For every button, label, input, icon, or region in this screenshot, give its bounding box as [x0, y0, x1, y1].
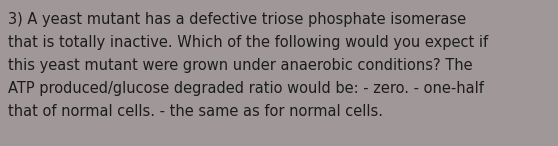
Text: that of normal cells. - the same as for normal cells.: that of normal cells. - the same as for … — [8, 104, 383, 119]
Text: that is totally inactive. Which of the following would you expect if: that is totally inactive. Which of the f… — [8, 35, 488, 50]
Text: 3) A yeast mutant has a defective triose phosphate isomerase: 3) A yeast mutant has a defective triose… — [8, 12, 466, 27]
Text: ATP produced/glucose degraded ratio would be: - zero. - one-half: ATP produced/glucose degraded ratio woul… — [8, 81, 484, 96]
Text: this yeast mutant were grown under anaerobic conditions? The: this yeast mutant were grown under anaer… — [8, 58, 473, 73]
